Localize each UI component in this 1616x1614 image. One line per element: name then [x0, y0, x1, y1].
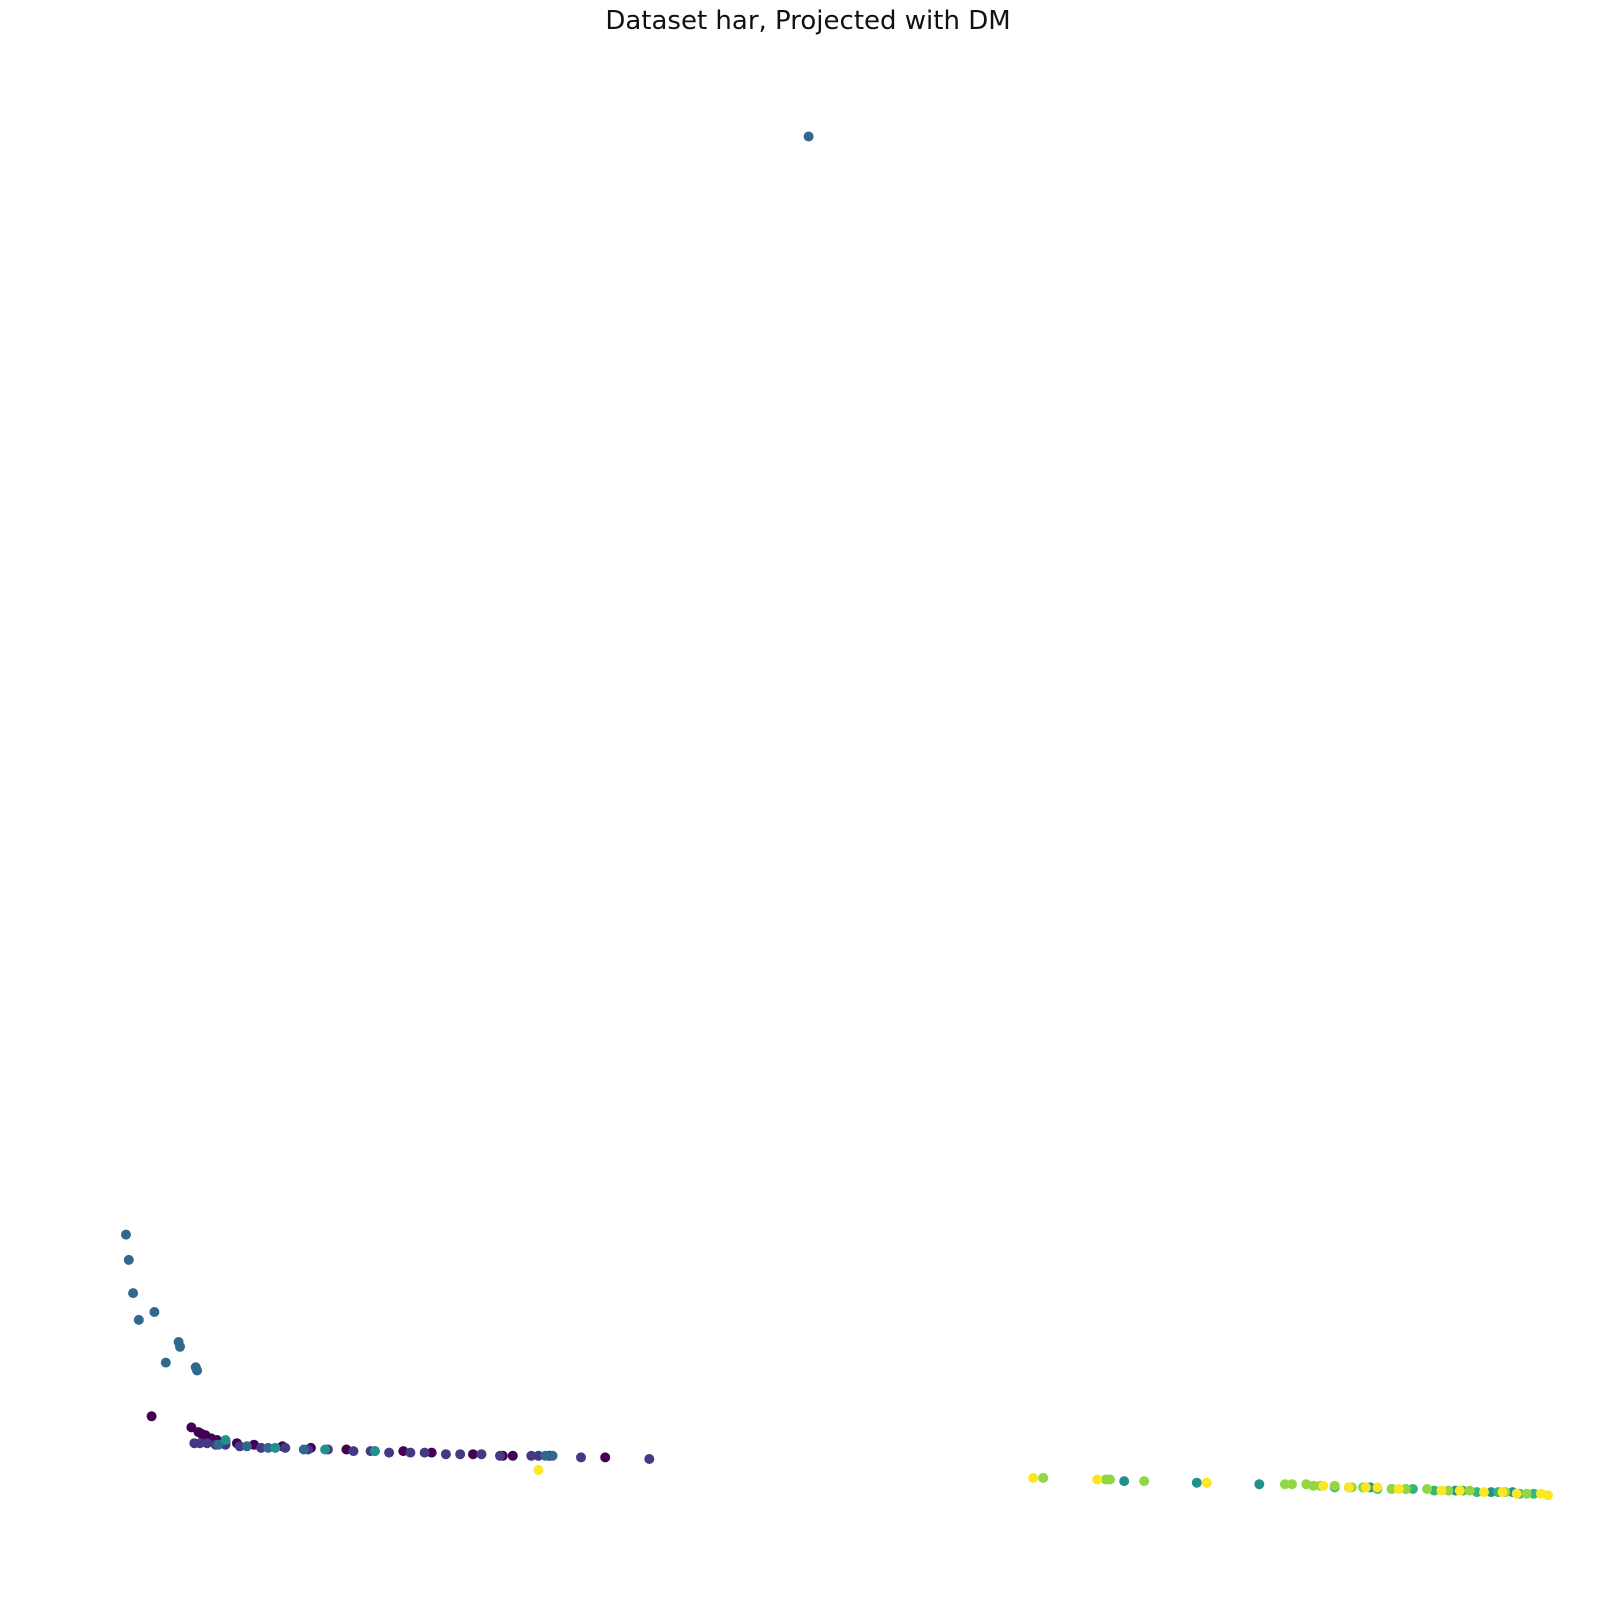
scatter-point [495, 1450, 505, 1461]
scatter-point [533, 1465, 544, 1475]
scatter-point [1497, 1487, 1508, 1498]
scatter-point [220, 1435, 231, 1445]
scatter-point [1436, 1485, 1447, 1496]
scatter-point [476, 1449, 487, 1460]
scatter-point [133, 1314, 144, 1325]
scatter-point [369, 1446, 380, 1457]
scatter-point [1105, 1474, 1115, 1485]
scatter-point [192, 1365, 203, 1376]
scatter-point [320, 1444, 331, 1455]
scatter-point [468, 1449, 478, 1460]
scatter-point [440, 1449, 451, 1460]
scatter-point [1318, 1480, 1329, 1491]
scatter-point [280, 1442, 291, 1453]
scatter-point [419, 1447, 430, 1458]
scatter-point [256, 1442, 267, 1453]
scatter-point [1400, 1484, 1411, 1494]
scatter-point [1479, 1487, 1489, 1498]
scatter-point [121, 1229, 131, 1240]
scatter-point [160, 1357, 171, 1368]
scatter-point [600, 1452, 611, 1463]
scatter-point [547, 1450, 558, 1461]
scatter-point [1361, 1482, 1371, 1493]
chart-title: Dataset har, Projected with DM [605, 6, 1011, 36]
scatter-point [186, 1422, 197, 1433]
scatter-point [128, 1288, 139, 1299]
scatter-point [1543, 1490, 1553, 1501]
scatter-point [1393, 1484, 1404, 1494]
scatter-point [644, 1454, 655, 1464]
scatter-point [1329, 1480, 1340, 1491]
series-class-2 [121, 131, 814, 1461]
scatter-point [1201, 1477, 1212, 1488]
scatter-point [1191, 1477, 1202, 1488]
scatter-point [1308, 1480, 1319, 1491]
scatter-point [1139, 1476, 1150, 1487]
scatter-point [1511, 1488, 1522, 1499]
scatter-point [526, 1450, 537, 1461]
scatter-point [1038, 1472, 1049, 1483]
scatter-point [1343, 1482, 1354, 1493]
scatter-point [540, 1450, 551, 1461]
scatter-point [1119, 1476, 1130, 1487]
scatter-point [405, 1447, 416, 1458]
scatter-point [241, 1441, 252, 1452]
scatter-point [1407, 1484, 1418, 1494]
scatter-point [234, 1441, 245, 1452]
scatter-point [1287, 1479, 1297, 1490]
scatter-point [1528, 1488, 1539, 1499]
scatter-point [1422, 1484, 1433, 1494]
scatter-point [1443, 1485, 1454, 1496]
scatter-point [270, 1442, 281, 1453]
scatter-point [298, 1444, 309, 1455]
series-class-1 [189, 1438, 655, 1464]
scatter-point [1254, 1479, 1265, 1490]
scatter-point [1386, 1484, 1397, 1494]
scatter-point [149, 1307, 160, 1317]
scatter-point [123, 1254, 134, 1265]
scatter-point [1454, 1485, 1465, 1496]
scatter-point [576, 1452, 586, 1463]
scatter-point [1372, 1482, 1383, 1493]
scatter-point [1028, 1472, 1039, 1483]
scatter-point [1521, 1488, 1532, 1499]
scatter-point [202, 1438, 213, 1449]
scatter-point [194, 1438, 205, 1449]
scatter-point [1279, 1479, 1290, 1490]
scatter-point [1464, 1485, 1475, 1496]
scatter-point [263, 1442, 274, 1453]
scatter-point [507, 1450, 518, 1461]
scatter-point [384, 1447, 395, 1458]
scatter-point [455, 1449, 466, 1460]
scatter-point [533, 1450, 544, 1461]
scatter-point [426, 1447, 437, 1458]
scatter-point [175, 1341, 185, 1352]
scatter-point [348, 1446, 359, 1457]
scatter-point [1486, 1487, 1497, 1498]
scatter-point [1092, 1474, 1103, 1485]
series-class-6 [533, 1465, 1553, 1501]
scatter-point [213, 1439, 224, 1450]
scatter-point [146, 1411, 157, 1422]
scatter-point [803, 131, 814, 142]
